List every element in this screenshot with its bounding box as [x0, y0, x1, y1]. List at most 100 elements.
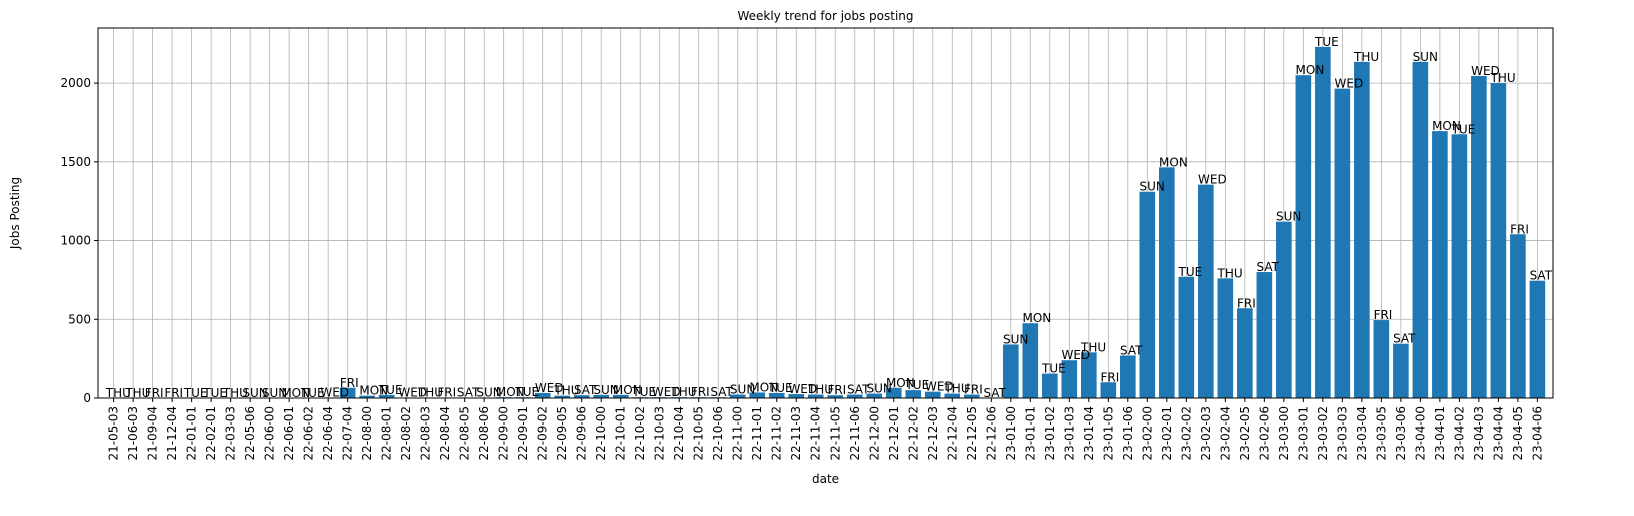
bar-data-label: WED [925, 380, 954, 394]
x-tick-label: 22-11-03 [789, 406, 803, 460]
x-tick-label: 22-11-01 [750, 406, 764, 460]
x-tick-label: 23-04-03 [1472, 406, 1486, 460]
x-tick-label: 23-01-00 [1004, 406, 1018, 460]
bar-data-label: SAT [574, 383, 597, 397]
bar-data-label: WED [535, 381, 564, 395]
bar-data-label: SUN [1003, 332, 1028, 346]
x-tick-label: 23-04-05 [1511, 406, 1525, 460]
bar-data-label: FRI [827, 383, 846, 397]
x-tick-label: 22-12-06 [984, 406, 998, 460]
x-tick-label: 22-10-05 [692, 406, 706, 460]
bar [1100, 382, 1117, 398]
bar [378, 394, 395, 398]
bar [924, 391, 941, 398]
bar [1217, 278, 1234, 398]
x-tick-label: 23-01-01 [1023, 406, 1037, 460]
x-tick-label: 22-08-03 [419, 406, 433, 460]
bar [593, 394, 610, 398]
x-tick-label: 23-04-02 [1452, 406, 1466, 460]
y-tick-label: 500 [68, 312, 91, 326]
bar-data-label: FRI [340, 376, 359, 390]
bar-data-label: FRI [964, 383, 983, 397]
bar [1451, 134, 1468, 398]
bar [1510, 234, 1526, 398]
bar [554, 395, 570, 398]
bar-data-label: TUE [1041, 362, 1066, 376]
bar-data-label: WED [1335, 77, 1364, 91]
bar [534, 392, 551, 398]
bar-data-label: SUN [262, 386, 287, 400]
bar-data-label: SAT [710, 385, 733, 399]
bar [1178, 276, 1195, 398]
bar-data-label: WED [652, 385, 681, 399]
bar-data-label: SAT [1393, 332, 1416, 346]
bar-data-label: TUE [202, 386, 227, 400]
x-tick-label: 22-10-00 [594, 406, 608, 460]
bar [1432, 131, 1448, 398]
x-tick-label: 23-01-06 [1121, 406, 1135, 460]
bar [1276, 221, 1292, 398]
bar-data-label: THU [670, 385, 696, 399]
bar [885, 387, 902, 398]
bar [1120, 355, 1136, 398]
bar-data-label: MON [496, 385, 525, 399]
x-tick-label: 22-11-02 [770, 406, 784, 460]
bar-data-label: THU [222, 386, 248, 400]
bar-data-label: TUE [904, 378, 929, 392]
x-axis: 21-05-03 21-06-03 21-09-04 21-12-04 22-01-01… [107, 398, 1544, 460]
bar-data-label: SUN [1140, 180, 1165, 194]
x-tick-label: 23-03-01 [1296, 406, 1310, 460]
bar [1022, 323, 1039, 398]
x-tick-label: 23-03-03 [1335, 406, 1349, 460]
bar [1256, 272, 1273, 398]
x-tick-label: 22-08-06 [477, 406, 491, 460]
x-tick-label: 22-08-02 [399, 406, 413, 460]
x-tick-label: 23-02-04 [1218, 406, 1232, 460]
x-tick-label: 23-02-03 [1199, 406, 1213, 460]
bar-data-label: SUN [242, 386, 267, 400]
bar-data-label: THU [124, 386, 150, 400]
bar-data-label: SAT [1120, 343, 1143, 357]
x-tick-label: 23-04-01 [1433, 406, 1447, 460]
bar-data-label: SAT [457, 386, 480, 400]
x-tick-label: 22-02-01 [204, 406, 218, 460]
bar-data-label: TUE [631, 385, 656, 399]
bar-data-label: FRI [1237, 296, 1256, 310]
bar-data-label: TUE [1178, 265, 1203, 279]
bar-data-label: WED [1061, 348, 1090, 362]
x-tick-label: 22-11-04 [809, 406, 823, 460]
bar [846, 394, 863, 398]
y-tick-label: 1000 [60, 234, 91, 248]
bar [573, 395, 590, 398]
x-tick-label: 22-06-01 [282, 406, 296, 460]
bar-data-label: FRI [164, 386, 183, 400]
bar [1334, 88, 1351, 399]
x-tick-label: 21-12-04 [165, 406, 179, 460]
bar-data-label: WED [320, 386, 349, 400]
x-tick-label: 22-06-02 [302, 406, 316, 460]
x-tick-label: 22-08-01 [380, 406, 394, 460]
y-tick-label: 2000 [60, 76, 91, 90]
bar-data-label: WED [398, 386, 427, 400]
x-tick-label: 22-11-05 [828, 406, 842, 460]
x-tick-label: 22-05-06 [243, 406, 257, 460]
x-tick-label: 23-03-06 [1394, 406, 1408, 460]
plot-frame [97, 27, 1554, 399]
bar-data-label: SUN [1413, 50, 1438, 64]
bar-data-label: TUE [378, 383, 403, 397]
bar-data-label: SAT [983, 386, 1006, 400]
bar-data-label: TUE [1314, 35, 1339, 49]
bar [729, 394, 746, 398]
x-tick-label: 22-03-03 [224, 406, 238, 460]
x-tick-label: 22-08-04 [438, 406, 452, 460]
bar-data-label: MON [1296, 63, 1325, 77]
x-tick-label: 23-03-00 [1277, 406, 1291, 460]
x-tick-label: 22-11-06 [848, 406, 862, 460]
bar-data-label: MON [1432, 119, 1461, 133]
x-tick-label: 23-04-00 [1413, 406, 1427, 460]
bar [788, 394, 805, 398]
x-tick-label: 22-10-03 [653, 406, 667, 460]
bar [1393, 343, 1409, 398]
